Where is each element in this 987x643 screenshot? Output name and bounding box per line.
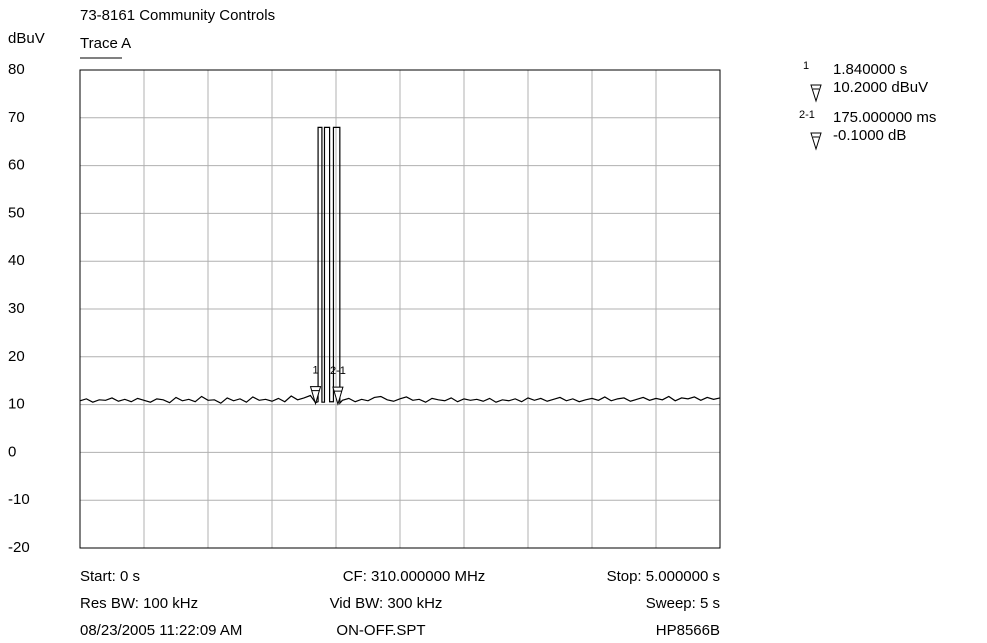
marker [309,386,322,406]
y-tick-label: 60 [8,157,25,174]
footer-text: CF: 310.000000 MHz [343,568,486,585]
y-tick-label: 40 [8,252,25,269]
y-tick-label: 0 [8,443,16,460]
y-tick-label: -10 [8,491,30,508]
y-tick-label: 20 [8,348,25,365]
y-axis-label: dBuV [8,30,45,47]
readout-icon [810,132,822,151]
chart-title: 73-8161 Community Controls [80,7,275,24]
trace-line [79,126,721,405]
footer-text: Stop: 5.000000 s [607,568,720,585]
footer-text: Vid BW: 300 kHz [330,595,443,612]
trace-label: Trace A [80,35,131,52]
marker-label: 1 [312,365,318,377]
readout-icon [810,84,822,103]
readout-line: 10.2000 dBuV [833,79,928,96]
marker [332,386,344,406]
readout-label: 1 [803,60,809,72]
plot-frame [79,69,721,549]
y-tick-label: 30 [8,300,25,317]
y-tick-label: 80 [8,61,25,78]
y-tick-label: 70 [8,109,25,126]
footer-text: Res BW: 100 kHz [80,595,198,612]
readout-line: -0.1000 dB [833,127,906,144]
footer-text: 08/23/2005 11:22:09 AM [80,622,242,639]
footer-text: Start: 0 s [80,568,140,585]
footer-text: Sweep: 5 s [646,595,720,612]
readout-line: 175.000000 ms [833,109,936,126]
y-tick-label: -20 [8,539,30,556]
y-tick-label: 50 [8,204,25,221]
readout-label: 2-1 [799,109,815,121]
marker-label: 2-1 [330,365,346,377]
y-tick-label: 10 [8,396,25,413]
footer-text: ON-OFF.SPT [336,622,425,639]
readout-line: 1.840000 s [833,61,907,78]
footer-text: HP8566B [656,622,720,639]
